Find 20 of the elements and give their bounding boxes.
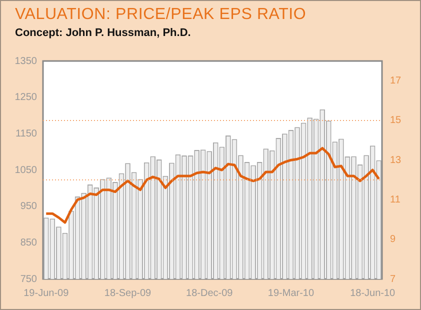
x-tick-label: 19-Jun-09 (24, 288, 70, 299)
y2-tick-label: 15 (390, 115, 402, 126)
y2-tick-label: 11 (390, 194, 401, 206)
y-tick-label: 850 (20, 237, 38, 248)
y2-tick-label: 17 (390, 76, 402, 87)
y-tick-label: 1250 (14, 92, 38, 104)
y-tick-label: 750 (20, 274, 38, 285)
y2-tick-label: 13 (390, 154, 402, 166)
y2-tick-label: 9 (390, 234, 396, 246)
y-tick-label: 1050 (14, 164, 38, 176)
chart-title: VALUATION: PRICE/PEAK EPS RATIO (15, 6, 306, 24)
x-tick-label: 18-Jun-10 (350, 288, 396, 299)
chart-subtitle: Concept: John P. Hussman, Ph.D. (15, 27, 191, 39)
x-tick-label: 18-Dec-09 (186, 288, 234, 299)
y-tick-label: 1150 (15, 128, 38, 140)
x-tick-label: 19-Mar-10 (268, 288, 314, 299)
y-tick-label: 950 (20, 201, 38, 212)
x-tick-label: 18-Sep-09 (104, 288, 152, 299)
y-tick-label: 1350 (14, 56, 38, 67)
y2-tick-label: 7 (390, 274, 396, 285)
